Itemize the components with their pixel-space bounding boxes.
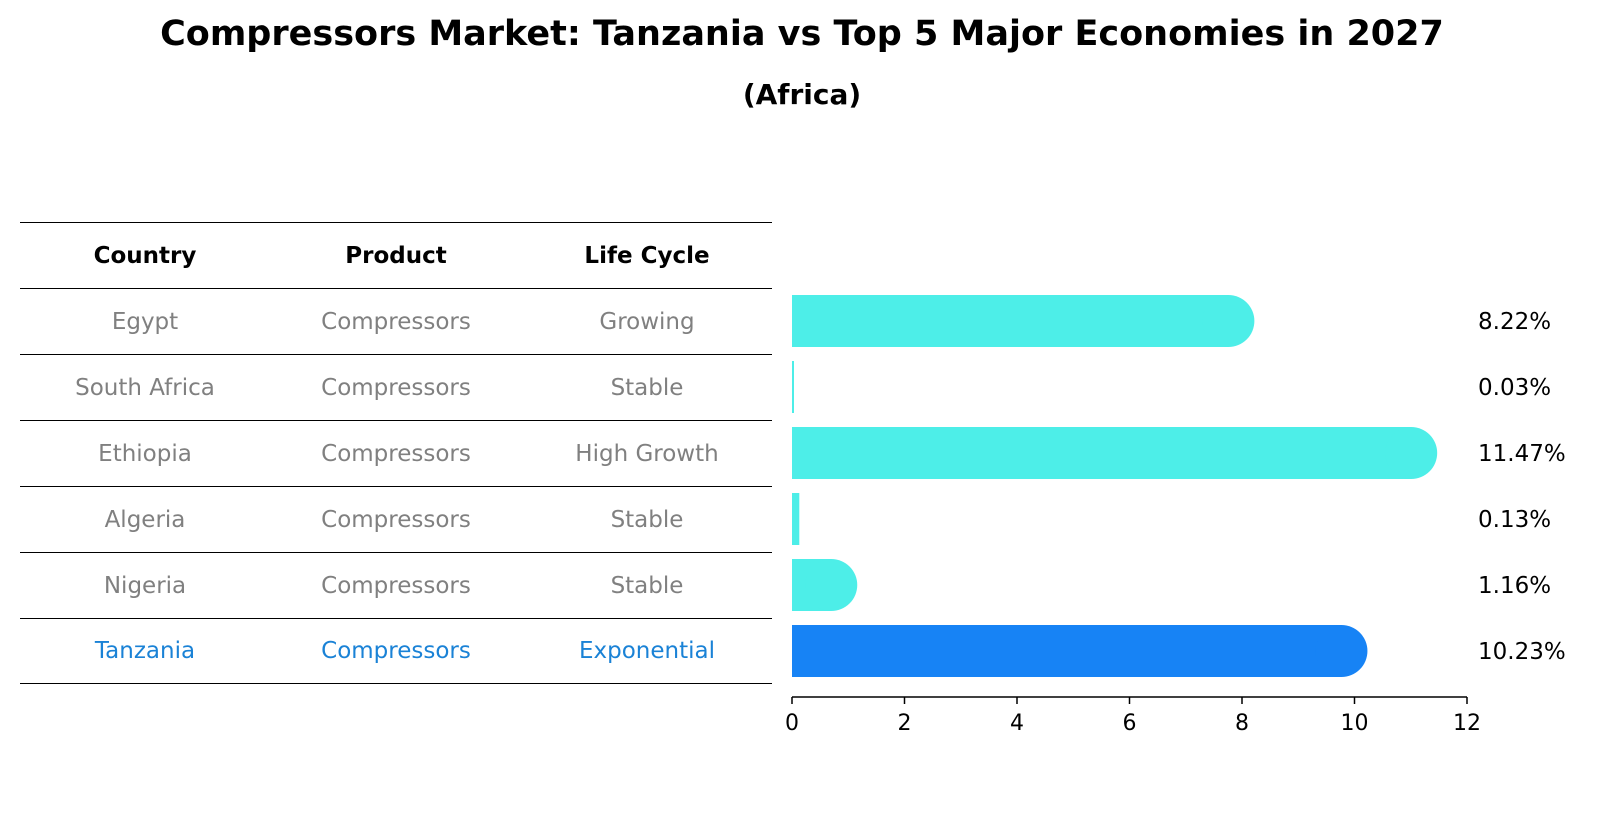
value-label: 0.13% — [1478, 507, 1551, 533]
x-tick-label: 6 — [1123, 711, 1137, 736]
bar-cap — [1385, 427, 1438, 479]
cell-product: Compressors — [321, 308, 471, 335]
bar — [792, 427, 1412, 479]
x-tick-label: 8 — [1235, 711, 1249, 736]
cell-country: Ethiopia — [98, 440, 192, 467]
table-row: South Africa Compressors Stable — [20, 354, 772, 420]
bar — [792, 295, 1229, 347]
value-label: 1.16% — [1478, 573, 1551, 599]
bar-group — [792, 493, 800, 545]
country-table: Country Product Life Cycle Egypt Compres… — [20, 222, 772, 684]
cell-life-cycle: Stable — [610, 572, 684, 599]
cell-country: Tanzania — [94, 638, 196, 664]
bar-group — [792, 625, 1368, 677]
bar-group — [792, 559, 858, 611]
table-row: Ethiopia Compressors High Growth — [20, 420, 772, 486]
bar-cap — [1315, 625, 1368, 677]
cell-product: Compressors — [321, 374, 471, 401]
cell-product: Compressors — [321, 506, 471, 533]
table-row: Egypt Compressors Growing — [20, 288, 772, 354]
bar-group — [792, 295, 1255, 347]
cell-product: Compressors — [321, 572, 471, 599]
cell-product: Compressors — [321, 638, 471, 664]
chart-subtitle: (Africa) — [742, 78, 862, 111]
table-header-row: Country Product Life Cycle — [20, 222, 772, 288]
bar-group — [792, 361, 794, 413]
bar-cap — [805, 559, 858, 611]
cell-life-cycle: High Growth — [575, 440, 719, 467]
cell-life-cycle: Exponential — [578, 638, 715, 664]
cell-country: Algeria — [104, 506, 186, 533]
header-product: Product — [345, 242, 447, 269]
value-label: 0.03% — [1478, 375, 1551, 401]
bar — [792, 625, 1342, 677]
cell-product: Compressors — [321, 440, 471, 467]
bar — [792, 493, 800, 545]
x-tick-label: 4 — [1010, 711, 1024, 736]
value-label: 10.23% — [1478, 639, 1566, 665]
bar — [792, 361, 794, 413]
x-tick-label: 2 — [898, 711, 912, 736]
header-life-cycle: Life Cycle — [584, 242, 710, 269]
cell-life-cycle: Growing — [599, 308, 695, 335]
header-country: Country — [93, 242, 197, 269]
cell-country: Egypt — [111, 308, 179, 335]
value-label: 11.47% — [1478, 441, 1566, 467]
x-tick-label: 10 — [1341, 711, 1369, 736]
bar-group — [792, 427, 1438, 479]
value-label: 8.22% — [1478, 309, 1551, 335]
table-row-highlight: Tanzania Compressors Exponential — [20, 618, 772, 684]
table-row: Algeria Compressors Stable — [20, 486, 772, 552]
table-row: Nigeria Compressors Stable — [20, 552, 772, 618]
x-tick-label: 0 — [785, 711, 799, 736]
cell-life-cycle: Stable — [610, 374, 684, 401]
chart-title: Compressors Market: Tanzania vs Top 5 Ma… — [160, 14, 1444, 54]
cell-country: South Africa — [75, 374, 215, 401]
x-tick-label: 12 — [1453, 711, 1481, 736]
cell-life-cycle: Stable — [610, 506, 684, 533]
bar-cap — [1202, 295, 1255, 347]
cell-country: Nigeria — [103, 572, 187, 599]
